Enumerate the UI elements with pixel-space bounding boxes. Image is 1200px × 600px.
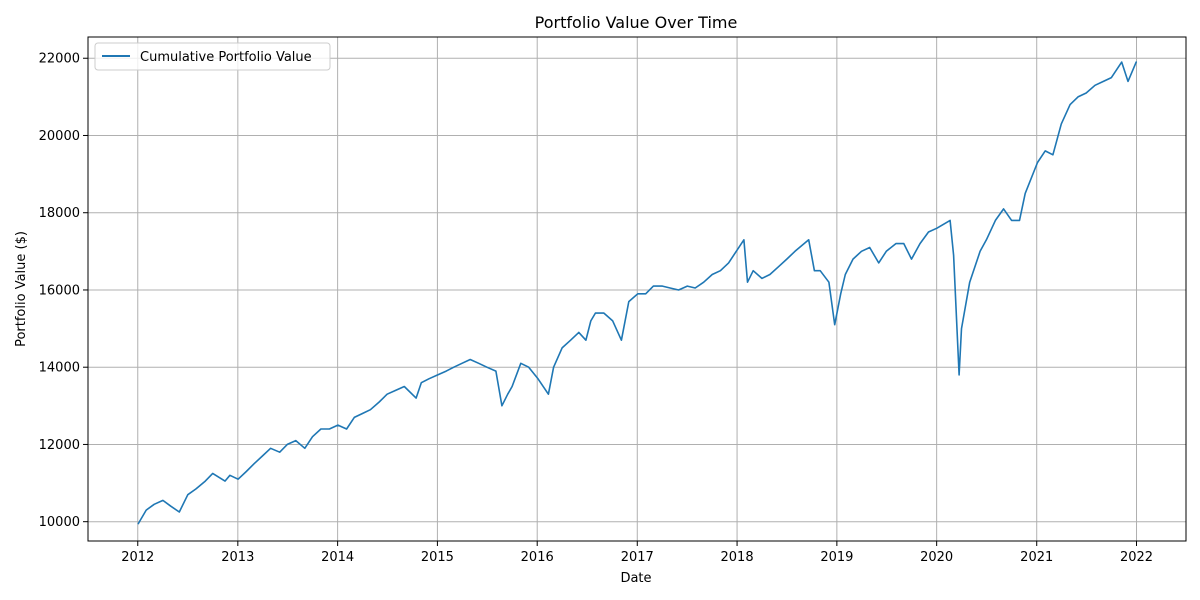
series-line <box>137 61 1137 525</box>
y-tick-label: 18000 <box>39 206 80 221</box>
y-axis-label: Portfolio Value ($) <box>14 231 29 347</box>
chart-title: Portfolio Value Over Time <box>535 13 738 32</box>
x-tick-label: 2013 <box>221 550 254 565</box>
x-tick-label: 2017 <box>621 550 654 565</box>
legend-box <box>94 42 331 71</box>
x-tick-label: 2012 <box>121 550 154 565</box>
x-tick-label: 2014 <box>321 550 354 565</box>
grid-lines <box>88 37 1186 541</box>
x-tick-label: 2018 <box>721 550 754 565</box>
x-tick-label: 2019 <box>820 550 853 565</box>
y-tick-label: 16000 <box>39 283 80 298</box>
y-tick-label: 10000 <box>39 515 80 530</box>
x-tick-label: 2016 <box>521 550 554 565</box>
x-tick-label: 2015 <box>421 550 454 565</box>
x-tick-label: 2020 <box>920 550 953 565</box>
y-tick-label: 22000 <box>39 52 80 67</box>
x-axis-ticks: 2012 2013 2014 2015 2016 2017 2018 2019 2020 2021… <box>121 541 1153 565</box>
legend-label: Cumulative Portfolio Value <box>140 50 312 65</box>
y-tick-label: 14000 <box>39 361 80 376</box>
x-tick-label: 2022 <box>1120 550 1153 565</box>
series-layer <box>137 61 1137 525</box>
x-axis-label: Date <box>620 571 651 586</box>
y-tick-label: 12000 <box>39 438 80 453</box>
y-axis-ticks: 10000 12000 14000 16000 18000 20000 22000 <box>39 52 88 530</box>
y-tick-label: 20000 <box>39 129 80 144</box>
legend: Cumulative Portfolio Value <box>94 42 331 71</box>
x-tick-label: 2021 <box>1020 550 1053 565</box>
